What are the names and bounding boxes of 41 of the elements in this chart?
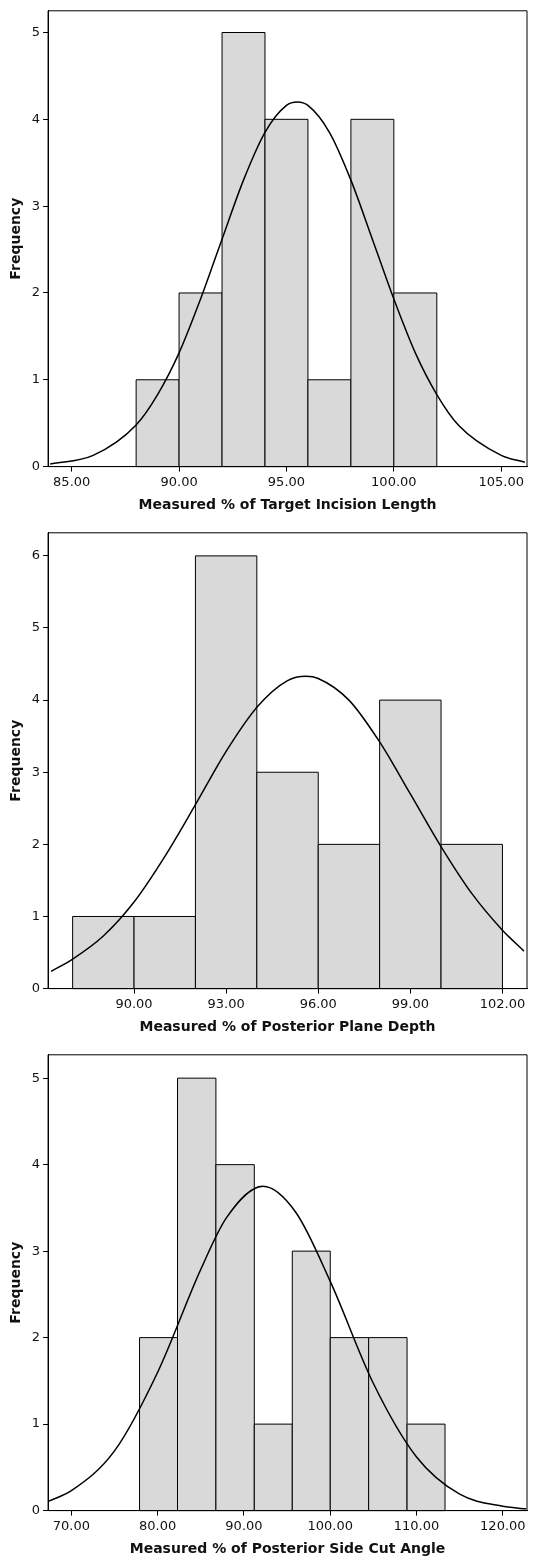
y-tick-label: 3 <box>31 763 41 779</box>
x-tick-label: 93.00 <box>207 995 245 1011</box>
y-tick-label: 5 <box>31 23 41 39</box>
x-tick-label: 70.00 <box>52 1517 90 1533</box>
y-tick-label: 0 <box>31 1501 41 1517</box>
x-tick-label: 90.00 <box>160 473 198 489</box>
y-tick-label: 2 <box>31 1329 41 1344</box>
x-tick-label: 85.00 <box>53 473 91 489</box>
y-axis-title: Frequency <box>7 1241 24 1324</box>
y-tick-label: 6 <box>31 547 41 563</box>
y-tick-label: 3 <box>31 197 41 213</box>
x-tick-label: 100.00 <box>371 473 417 489</box>
y-tick-label: 2 <box>31 284 41 300</box>
y-tick-label: 1 <box>31 1415 41 1431</box>
x-tick-label: 99.00 <box>391 995 429 1011</box>
x-tick-label: 95.00 <box>267 473 306 489</box>
x-tick-label: 120.00 <box>480 1517 526 1533</box>
x-axis-title: Measured % of Target Incision Length <box>138 496 437 513</box>
y-tick-label: 4 <box>31 110 41 126</box>
x-tick-label: 102.00 <box>479 995 526 1011</box>
y-tick-label: 4 <box>31 691 41 707</box>
y-tick-label: 5 <box>31 619 41 635</box>
x-tick-label: 96.00 <box>299 995 337 1011</box>
x-axis-title: Measured % of Posterior Side Cut Angle <box>129 1540 446 1557</box>
y-tick-label: 0 <box>31 979 41 995</box>
x-tick-label: 110.00 <box>393 1517 440 1533</box>
y-tick-label: 2 <box>31 835 41 851</box>
x-tick-label: 80.00 <box>139 1517 177 1533</box>
y-tick-label: 0 <box>31 457 41 473</box>
y-tick-label: 1 <box>31 371 41 387</box>
y-tick-label: 4 <box>31 1156 41 1172</box>
x-tick-label: 90.00 <box>225 1517 263 1533</box>
y-tick-label: 5 <box>31 1069 41 1085</box>
x-tick-label: 90.00 <box>115 995 153 1011</box>
y-tick-label: 3 <box>31 1242 41 1258</box>
y-axis-title: Frequency <box>7 719 24 802</box>
y-tick-label: 1 <box>31 907 41 923</box>
y-axis-title: Frequency <box>7 197 24 280</box>
x-tick-label: 100.00 <box>307 1517 353 1533</box>
x-axis-title: Measured % of Posterior Plane Depth <box>139 1018 436 1035</box>
x-tick-label: 105.00 <box>478 473 524 489</box>
